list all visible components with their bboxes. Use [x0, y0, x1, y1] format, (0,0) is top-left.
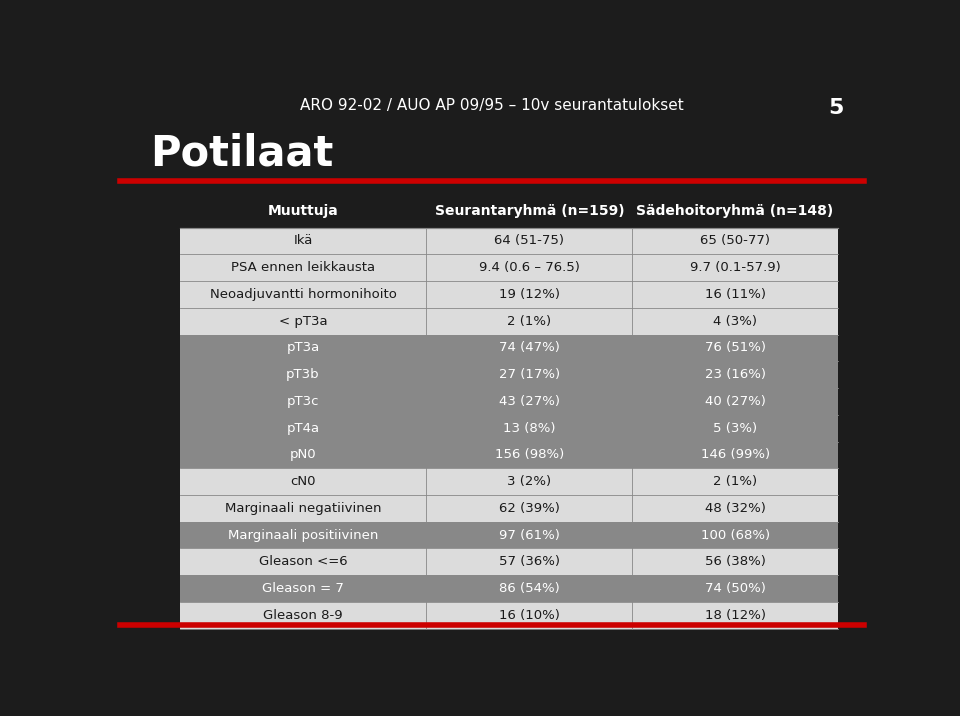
Text: 97 (61%): 97 (61%) [499, 528, 560, 541]
Text: Muuttuja: Muuttuja [268, 203, 338, 218]
Text: Marginaali positiivinen: Marginaali positiivinen [228, 528, 378, 541]
Text: Gleason 8-9: Gleason 8-9 [263, 609, 343, 621]
Text: Marginaali negatiivinen: Marginaali negatiivinen [225, 502, 381, 515]
Text: 9.4 (0.6 – 76.5): 9.4 (0.6 – 76.5) [479, 261, 580, 274]
Text: 62 (39%): 62 (39%) [499, 502, 560, 515]
Bar [180, 602, 838, 629]
Text: 19 (12%): 19 (12%) [499, 288, 560, 301]
Text: 16 (10%): 16 (10%) [499, 609, 560, 621]
Text: 4 (3%): 4 (3%) [713, 315, 757, 328]
Text: 57 (36%): 57 (36%) [499, 556, 560, 569]
Bar [180, 575, 838, 602]
Text: < pT3a: < pT3a [278, 315, 327, 328]
Text: 146 (99%): 146 (99%) [701, 448, 770, 461]
Bar [180, 468, 838, 495]
Bar [180, 522, 838, 548]
Text: pT4a: pT4a [286, 422, 320, 435]
Text: Potilaat: Potilaat [150, 132, 333, 175]
Text: 100 (68%): 100 (68%) [701, 528, 770, 541]
Text: pT3b: pT3b [286, 368, 320, 381]
Text: 56 (38%): 56 (38%) [705, 556, 765, 569]
Bar [180, 415, 838, 442]
Bar [180, 228, 838, 254]
Text: 76 (51%): 76 (51%) [705, 342, 765, 354]
Text: 156 (98%): 156 (98%) [494, 448, 564, 461]
Bar [180, 495, 838, 522]
Text: 5 (3%): 5 (3%) [713, 422, 757, 435]
Text: Gleason <=6: Gleason <=6 [258, 556, 348, 569]
Text: Seurantaryhmä (n=159): Seurantaryhmä (n=159) [435, 203, 624, 218]
Text: Ikä: Ikä [294, 234, 313, 248]
Bar [180, 362, 838, 388]
Bar [180, 442, 838, 468]
Text: 9.7 (0.1-57.9): 9.7 (0.1-57.9) [689, 261, 780, 274]
Text: 16 (11%): 16 (11%) [705, 288, 765, 301]
Text: 5: 5 [828, 98, 843, 118]
Bar [180, 334, 838, 362]
Text: 43 (27%): 43 (27%) [499, 395, 560, 408]
Text: 27 (17%): 27 (17%) [499, 368, 560, 381]
Text: Sädehoitoryhmä (n=148): Sädehoitoryhmä (n=148) [636, 203, 833, 218]
Text: cN0: cN0 [290, 475, 316, 488]
Text: 2 (1%): 2 (1%) [713, 475, 757, 488]
Text: pN0: pN0 [290, 448, 316, 461]
Text: pT3c: pT3c [287, 395, 320, 408]
Text: 40 (27%): 40 (27%) [705, 395, 765, 408]
Bar [180, 388, 838, 415]
Text: pT3a: pT3a [286, 342, 320, 354]
Text: 18 (12%): 18 (12%) [705, 609, 765, 621]
Text: 74 (47%): 74 (47%) [499, 342, 560, 354]
Text: 23 (16%): 23 (16%) [705, 368, 765, 381]
Text: 64 (51-75): 64 (51-75) [494, 234, 564, 248]
Text: 2 (1%): 2 (1%) [507, 315, 551, 328]
Bar [180, 548, 838, 575]
Text: PSA ennen leikkausta: PSA ennen leikkausta [231, 261, 375, 274]
Text: 74 (50%): 74 (50%) [705, 582, 765, 595]
Bar [180, 254, 838, 281]
Text: 65 (50-77): 65 (50-77) [700, 234, 770, 248]
Text: 48 (32%): 48 (32%) [705, 502, 765, 515]
Bar [180, 281, 838, 308]
Text: 86 (54%): 86 (54%) [499, 582, 560, 595]
Text: ARO 92-02 / AUO AP 09/95 – 10v seurantatulokset: ARO 92-02 / AUO AP 09/95 – 10v seurantat… [300, 98, 684, 113]
Bar [180, 308, 838, 334]
Text: Gleason = 7: Gleason = 7 [262, 582, 344, 595]
Text: 3 (2%): 3 (2%) [507, 475, 551, 488]
Text: 13 (8%): 13 (8%) [503, 422, 556, 435]
Text: Neoadjuvantti hormonihoito: Neoadjuvantti hormonihoito [209, 288, 396, 301]
